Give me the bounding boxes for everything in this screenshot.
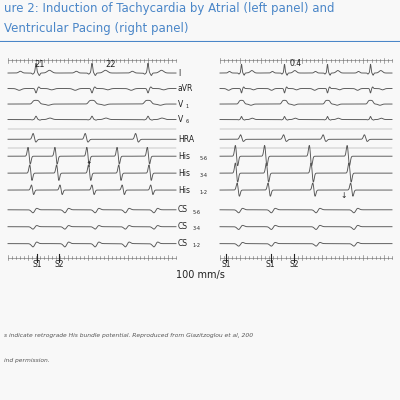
Text: 100 mm/s: 100 mm/s <box>176 270 224 280</box>
Text: ind permission.: ind permission. <box>4 358 50 363</box>
Text: 1: 1 <box>185 104 188 109</box>
Text: 22: 22 <box>105 60 116 69</box>
Text: 5-6: 5-6 <box>200 156 208 161</box>
Text: 1-2: 1-2 <box>192 243 200 248</box>
Text: Ventricular Pacing (right panel): Ventricular Pacing (right panel) <box>4 22 188 35</box>
Text: His: His <box>178 169 190 178</box>
Text: I: I <box>178 68 180 78</box>
Text: 21: 21 <box>35 60 45 69</box>
Text: s indicate retrograde His bundle potential. Reproduced from Giazitzoglou et al, : s indicate retrograde His bundle potenti… <box>4 333 253 338</box>
Text: 6: 6 <box>185 119 188 124</box>
Text: aVR: aVR <box>178 84 193 93</box>
Text: ↓: ↓ <box>341 192 347 200</box>
Text: 5-6: 5-6 <box>192 210 200 214</box>
Text: ure 2: Induction of Tachycardia by Atrial (left panel) and: ure 2: Induction of Tachycardia by Atria… <box>4 2 334 15</box>
Text: 0.4: 0.4 <box>290 59 302 68</box>
Text: S1: S1 <box>221 260 231 269</box>
Text: S2: S2 <box>289 260 299 269</box>
Text: CS: CS <box>178 239 188 248</box>
Text: V: V <box>178 100 183 108</box>
Text: HRA: HRA <box>178 135 194 144</box>
Text: S1: S1 <box>266 260 276 269</box>
Text: S1: S1 <box>33 260 42 269</box>
Text: His: His <box>178 186 190 194</box>
Text: 3-4: 3-4 <box>192 226 200 232</box>
Text: His: His <box>178 152 190 161</box>
Text: CS: CS <box>178 222 188 231</box>
Text: 3-4: 3-4 <box>200 173 208 178</box>
Text: S2: S2 <box>54 260 64 269</box>
Text: ↑: ↑ <box>86 160 92 168</box>
Text: 1-2: 1-2 <box>200 190 208 195</box>
Text: CS: CS <box>178 205 188 214</box>
Text: V: V <box>178 115 183 124</box>
